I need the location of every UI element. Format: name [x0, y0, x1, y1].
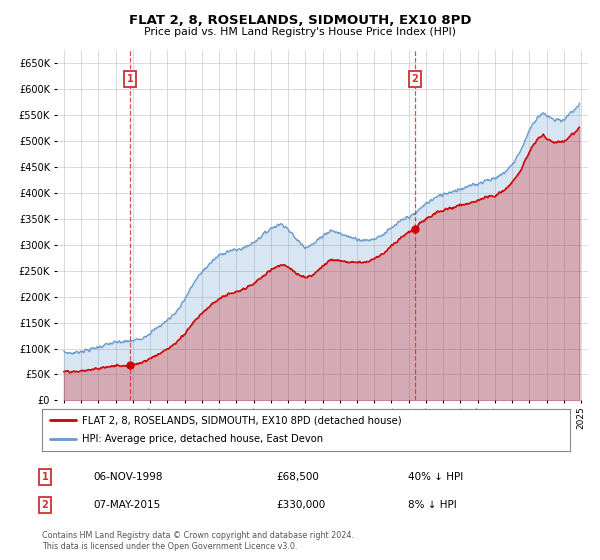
- Text: 07-MAY-2015: 07-MAY-2015: [93, 500, 160, 510]
- Text: 1: 1: [127, 74, 134, 84]
- Text: 1: 1: [41, 472, 49, 482]
- Text: £330,000: £330,000: [276, 500, 325, 510]
- Text: 2: 2: [41, 500, 49, 510]
- Text: 06-NOV-1998: 06-NOV-1998: [93, 472, 163, 482]
- Text: FLAT 2, 8, ROSELANDS, SIDMOUTH, EX10 8PD: FLAT 2, 8, ROSELANDS, SIDMOUTH, EX10 8PD: [129, 14, 471, 27]
- Text: Price paid vs. HM Land Registry's House Price Index (HPI): Price paid vs. HM Land Registry's House …: [144, 27, 456, 37]
- Text: HPI: Average price, detached house, East Devon: HPI: Average price, detached house, East…: [82, 435, 323, 445]
- Text: 2: 2: [412, 74, 418, 84]
- Text: £68,500: £68,500: [276, 472, 319, 482]
- Text: This data is licensed under the Open Government Licence v3.0.: This data is licensed under the Open Gov…: [42, 542, 298, 550]
- Text: 8% ↓ HPI: 8% ↓ HPI: [408, 500, 457, 510]
- Text: 40% ↓ HPI: 40% ↓ HPI: [408, 472, 463, 482]
- Text: FLAT 2, 8, ROSELANDS, SIDMOUTH, EX10 8PD (detached house): FLAT 2, 8, ROSELANDS, SIDMOUTH, EX10 8PD…: [82, 415, 401, 425]
- Text: Contains HM Land Registry data © Crown copyright and database right 2024.: Contains HM Land Registry data © Crown c…: [42, 531, 354, 540]
